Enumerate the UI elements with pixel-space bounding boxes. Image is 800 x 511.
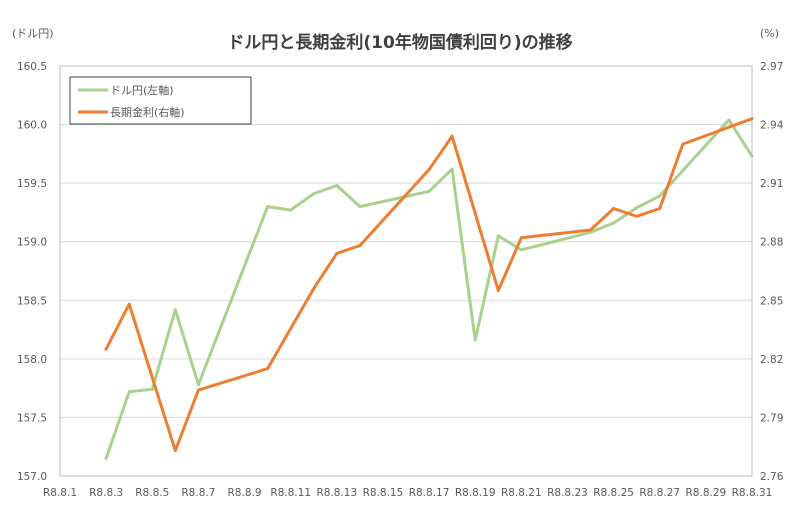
data-point-yield xyxy=(427,168,431,171)
x-tick-label: R8.8.13 xyxy=(316,487,357,499)
x-tick-label: R8.8.3 xyxy=(89,487,123,499)
data-point-yield xyxy=(335,251,339,255)
data-point-yield xyxy=(681,142,685,146)
data-point-usdjpy xyxy=(150,387,154,391)
data-point-usdjpy xyxy=(727,118,731,122)
x-tick-label: R8.8.7 xyxy=(181,487,215,499)
data-point-usdjpy xyxy=(612,221,616,225)
x-tick-label: R8.8.1 xyxy=(43,487,77,499)
x-tick-label: R8.8.21 xyxy=(501,487,542,499)
x-tick-label: R8.8.19 xyxy=(455,487,496,499)
data-point-yield xyxy=(104,347,108,351)
x-tick-label: R8.8.29 xyxy=(686,487,727,499)
data-point-yield xyxy=(196,388,200,392)
right-tick-label: 2.94 xyxy=(760,120,784,132)
right-tick-label: 2.85 xyxy=(760,295,783,307)
data-point-usdjpy xyxy=(312,192,316,196)
x-tick-label: R8.8.9 xyxy=(228,487,262,499)
x-axis-ticks: R8.8.1 R8.8.3 R8.8.5 R8.8.7 R8.8.9 R8.8.11 R8.… xyxy=(43,487,772,499)
chart-title: ドル円と長期金利(10年物国債利回り)の推移 xyxy=(227,32,572,53)
right-tick-label: 2.82 xyxy=(760,354,783,366)
data-point-usdjpy xyxy=(427,189,431,193)
data-point-yield xyxy=(127,302,131,306)
series-line-yield xyxy=(104,117,754,453)
left-tick-label: 157.5 xyxy=(17,412,47,424)
left-axis-unit: (ドル円) xyxy=(12,27,54,40)
data-point-usdjpy xyxy=(196,383,200,387)
data-point-yield xyxy=(658,207,662,210)
x-tick-label: R8.8.5 xyxy=(135,487,169,499)
data-point-usdjpy xyxy=(127,390,131,394)
data-point-yield xyxy=(750,117,754,121)
data-point-usdjpy xyxy=(519,248,523,252)
right-axis-unit: (%) xyxy=(760,27,779,40)
data-point-usdjpy xyxy=(473,338,477,342)
data-point-usdjpy xyxy=(104,456,108,460)
data-point-usdjpy xyxy=(496,234,500,238)
x-tick-label: R8.8.27 xyxy=(639,487,680,499)
left-tick-label: 160.0 xyxy=(17,120,47,132)
x-tick-label: R8.8.25 xyxy=(593,487,634,499)
plot-area xyxy=(59,65,753,477)
data-point-usdjpy xyxy=(635,206,639,210)
series-layer xyxy=(104,117,754,460)
data-point-yield xyxy=(589,228,592,232)
left-tick-label: 160.5 xyxy=(17,61,47,73)
data-point-usdjpy xyxy=(173,308,177,312)
data-point-yield xyxy=(519,236,523,240)
x-tick-label: R8.8.15 xyxy=(363,487,404,499)
legend: ドル円(左軸) 長期金利(右軸) xyxy=(69,76,252,125)
data-point-yield xyxy=(266,367,270,371)
left-tick-label: 159.0 xyxy=(17,237,47,249)
data-point-usdjpy xyxy=(750,154,754,158)
gridlines xyxy=(60,124,752,418)
right-axis-ticks: 2.76 2.79 2.82 2.85 2.88 2.91 2.94 2.97 xyxy=(760,61,784,483)
left-tick-label: 157.0 xyxy=(17,471,47,483)
right-tick-label: 2.79 xyxy=(760,412,783,424)
data-point-yield xyxy=(635,214,639,218)
data-point-yield xyxy=(312,287,316,291)
data-point-yield xyxy=(358,244,362,248)
data-point-yield xyxy=(496,289,500,292)
data-point-yield xyxy=(612,207,616,210)
data-point-usdjpy xyxy=(289,208,293,212)
left-tick-label: 158.0 xyxy=(17,354,47,366)
legend-label-yield: 長期金利(右軸) xyxy=(110,105,185,119)
left-axis-ticks: 157.0 157.5 158.0 158.5 159.0 159.5 160.0 160.5 xyxy=(17,61,47,483)
x-tick-label: R8.8.11 xyxy=(270,487,311,499)
legend-box xyxy=(69,76,252,125)
right-tick-label: 2.97 xyxy=(760,61,783,73)
right-tick-label: 2.76 xyxy=(760,471,784,483)
x-tick-label: R8.8.23 xyxy=(547,487,588,499)
data-point-usdjpy xyxy=(335,184,339,187)
left-tick-label: 159.5 xyxy=(17,178,47,190)
data-point-yield xyxy=(173,449,177,453)
data-point-yield xyxy=(450,134,454,138)
right-tick-label: 2.88 xyxy=(760,237,783,249)
data-point-usdjpy xyxy=(658,194,662,198)
data-point-usdjpy xyxy=(266,205,270,209)
data-point-usdjpy xyxy=(358,205,362,209)
x-tick-label: R8.8.17 xyxy=(409,487,450,499)
legend-label-usdjpy: ドル円(左軸) xyxy=(110,83,174,97)
data-point-usdjpy xyxy=(450,167,454,171)
x-tick-label: R8.8.31 xyxy=(732,487,773,499)
left-tick-label: 158.5 xyxy=(17,295,47,307)
right-tick-label: 2.91 xyxy=(760,178,783,190)
